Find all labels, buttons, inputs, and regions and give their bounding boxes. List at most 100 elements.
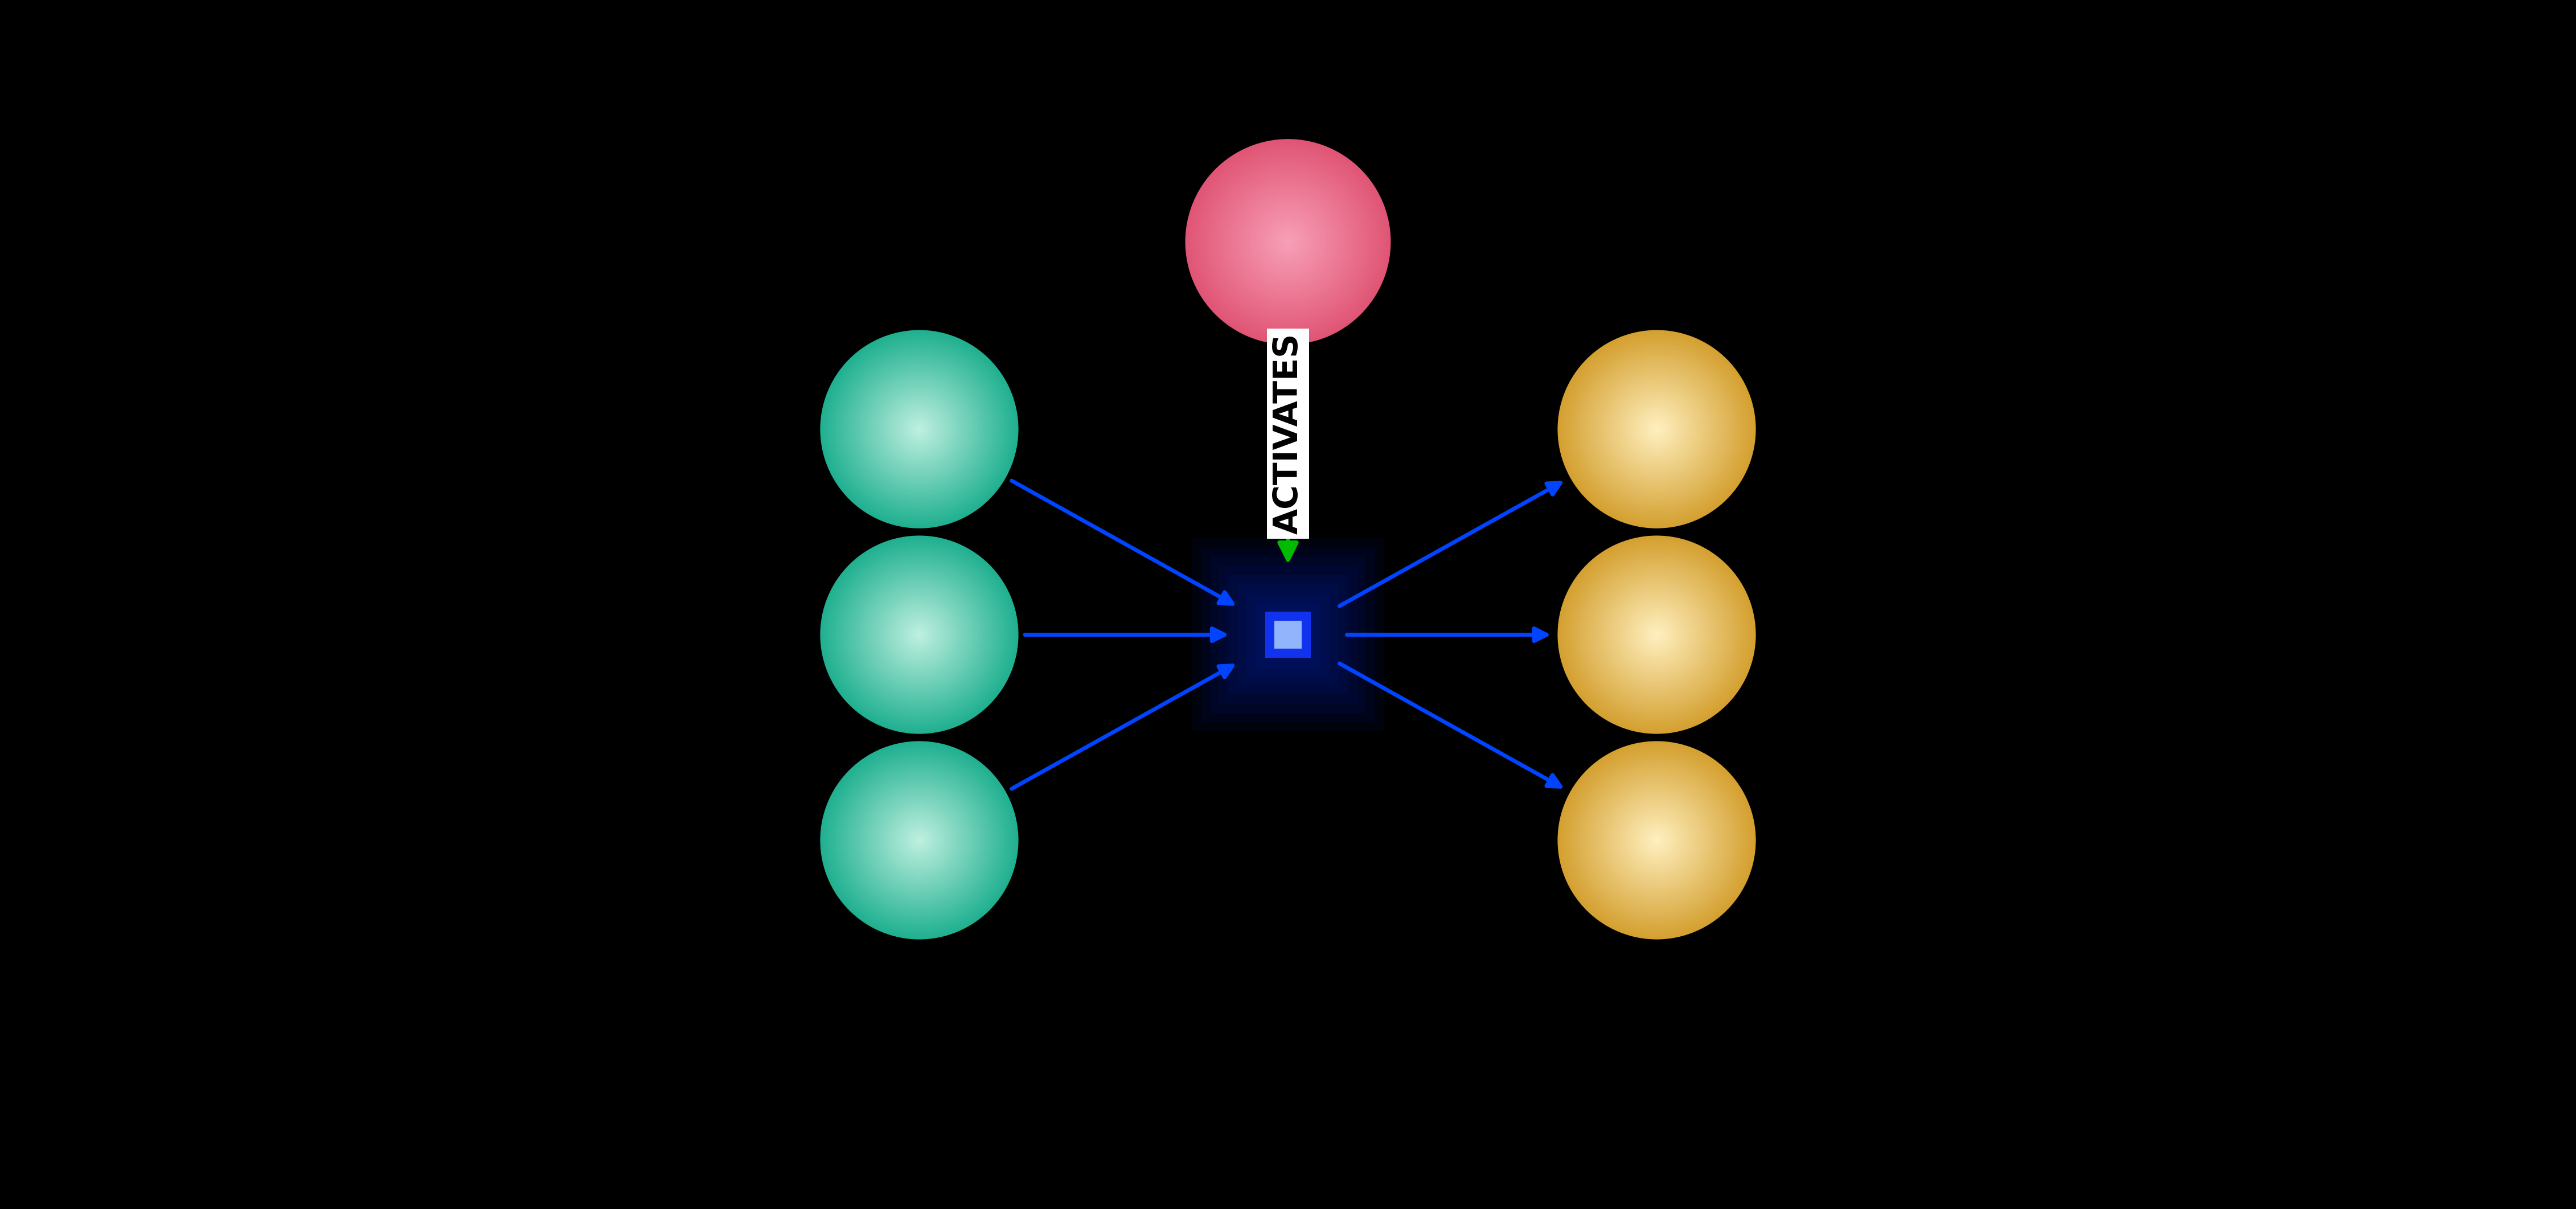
Circle shape bbox=[829, 544, 1010, 725]
Circle shape bbox=[907, 623, 930, 647]
Circle shape bbox=[848, 563, 989, 706]
Circle shape bbox=[1249, 204, 1327, 279]
Circle shape bbox=[837, 553, 1002, 717]
Circle shape bbox=[1649, 626, 1664, 643]
Circle shape bbox=[835, 756, 1005, 925]
Circle shape bbox=[914, 424, 925, 434]
Circle shape bbox=[1592, 365, 1721, 493]
Bar bbox=[1247, 594, 1329, 676]
Circle shape bbox=[1600, 579, 1713, 690]
Circle shape bbox=[1564, 540, 1752, 729]
Circle shape bbox=[832, 548, 1007, 722]
Bar bbox=[1211, 556, 1365, 713]
Circle shape bbox=[896, 817, 943, 863]
Circle shape bbox=[873, 383, 966, 475]
Circle shape bbox=[1602, 786, 1710, 895]
Circle shape bbox=[1610, 794, 1703, 886]
Circle shape bbox=[855, 571, 984, 699]
Circle shape bbox=[1638, 617, 1674, 653]
Circle shape bbox=[1628, 810, 1687, 870]
Circle shape bbox=[1579, 352, 1734, 507]
Circle shape bbox=[1262, 216, 1314, 267]
Circle shape bbox=[1571, 550, 1741, 719]
Circle shape bbox=[1618, 803, 1695, 878]
Circle shape bbox=[1229, 184, 1347, 300]
Circle shape bbox=[1600, 374, 1713, 485]
Circle shape bbox=[886, 397, 953, 462]
Circle shape bbox=[1589, 568, 1723, 701]
Circle shape bbox=[1267, 221, 1309, 262]
FancyArrowPatch shape bbox=[1012, 666, 1231, 788]
Circle shape bbox=[912, 626, 927, 643]
Circle shape bbox=[886, 602, 953, 667]
Circle shape bbox=[1646, 831, 1667, 850]
Circle shape bbox=[827, 542, 1012, 728]
Circle shape bbox=[1244, 197, 1332, 287]
Circle shape bbox=[889, 399, 948, 459]
Circle shape bbox=[837, 554, 999, 716]
Circle shape bbox=[1623, 602, 1690, 667]
Circle shape bbox=[1587, 769, 1728, 912]
Circle shape bbox=[1605, 789, 1708, 891]
Circle shape bbox=[876, 384, 963, 474]
Circle shape bbox=[1229, 181, 1347, 302]
Circle shape bbox=[1589, 774, 1723, 907]
Circle shape bbox=[1234, 189, 1342, 295]
Circle shape bbox=[842, 557, 997, 712]
Circle shape bbox=[1633, 815, 1682, 866]
FancyArrowPatch shape bbox=[1025, 629, 1224, 641]
Circle shape bbox=[1610, 383, 1703, 475]
Bar bbox=[1193, 538, 1383, 731]
Circle shape bbox=[1558, 537, 1754, 733]
Circle shape bbox=[1587, 358, 1728, 501]
Circle shape bbox=[871, 791, 969, 890]
Circle shape bbox=[1216, 169, 1360, 313]
Circle shape bbox=[1623, 397, 1690, 462]
Circle shape bbox=[1224, 177, 1352, 307]
Circle shape bbox=[827, 336, 1012, 522]
FancyArrowPatch shape bbox=[1280, 352, 1296, 560]
Circle shape bbox=[866, 582, 971, 688]
Circle shape bbox=[842, 352, 997, 507]
Circle shape bbox=[1602, 580, 1710, 689]
Circle shape bbox=[1607, 791, 1705, 890]
Circle shape bbox=[1571, 345, 1741, 514]
Circle shape bbox=[1275, 230, 1301, 254]
Circle shape bbox=[860, 370, 979, 488]
Circle shape bbox=[860, 577, 976, 693]
Circle shape bbox=[884, 600, 953, 670]
Circle shape bbox=[1613, 797, 1700, 884]
Circle shape bbox=[1638, 822, 1674, 858]
Circle shape bbox=[858, 368, 981, 491]
Circle shape bbox=[1213, 167, 1363, 317]
Circle shape bbox=[902, 411, 938, 447]
Circle shape bbox=[848, 768, 992, 913]
Circle shape bbox=[819, 330, 1018, 528]
Circle shape bbox=[1561, 745, 1752, 936]
Circle shape bbox=[891, 401, 948, 457]
Circle shape bbox=[912, 834, 925, 846]
Circle shape bbox=[899, 821, 940, 860]
Circle shape bbox=[858, 779, 981, 902]
Circle shape bbox=[853, 361, 987, 497]
Circle shape bbox=[1242, 196, 1334, 288]
Circle shape bbox=[909, 625, 930, 644]
Circle shape bbox=[824, 746, 1012, 935]
Circle shape bbox=[837, 348, 999, 510]
Circle shape bbox=[902, 617, 938, 653]
Circle shape bbox=[1631, 403, 1682, 456]
Circle shape bbox=[902, 822, 938, 858]
Circle shape bbox=[902, 412, 935, 446]
Circle shape bbox=[907, 827, 933, 854]
Circle shape bbox=[1561, 334, 1752, 525]
Circle shape bbox=[902, 618, 935, 652]
Circle shape bbox=[871, 586, 966, 683]
Circle shape bbox=[1566, 750, 1747, 931]
Circle shape bbox=[891, 812, 948, 868]
Circle shape bbox=[1587, 360, 1726, 498]
Circle shape bbox=[1651, 630, 1662, 640]
Circle shape bbox=[904, 415, 935, 444]
Circle shape bbox=[824, 539, 1015, 730]
Circle shape bbox=[1636, 821, 1677, 860]
Circle shape bbox=[1239, 192, 1337, 291]
